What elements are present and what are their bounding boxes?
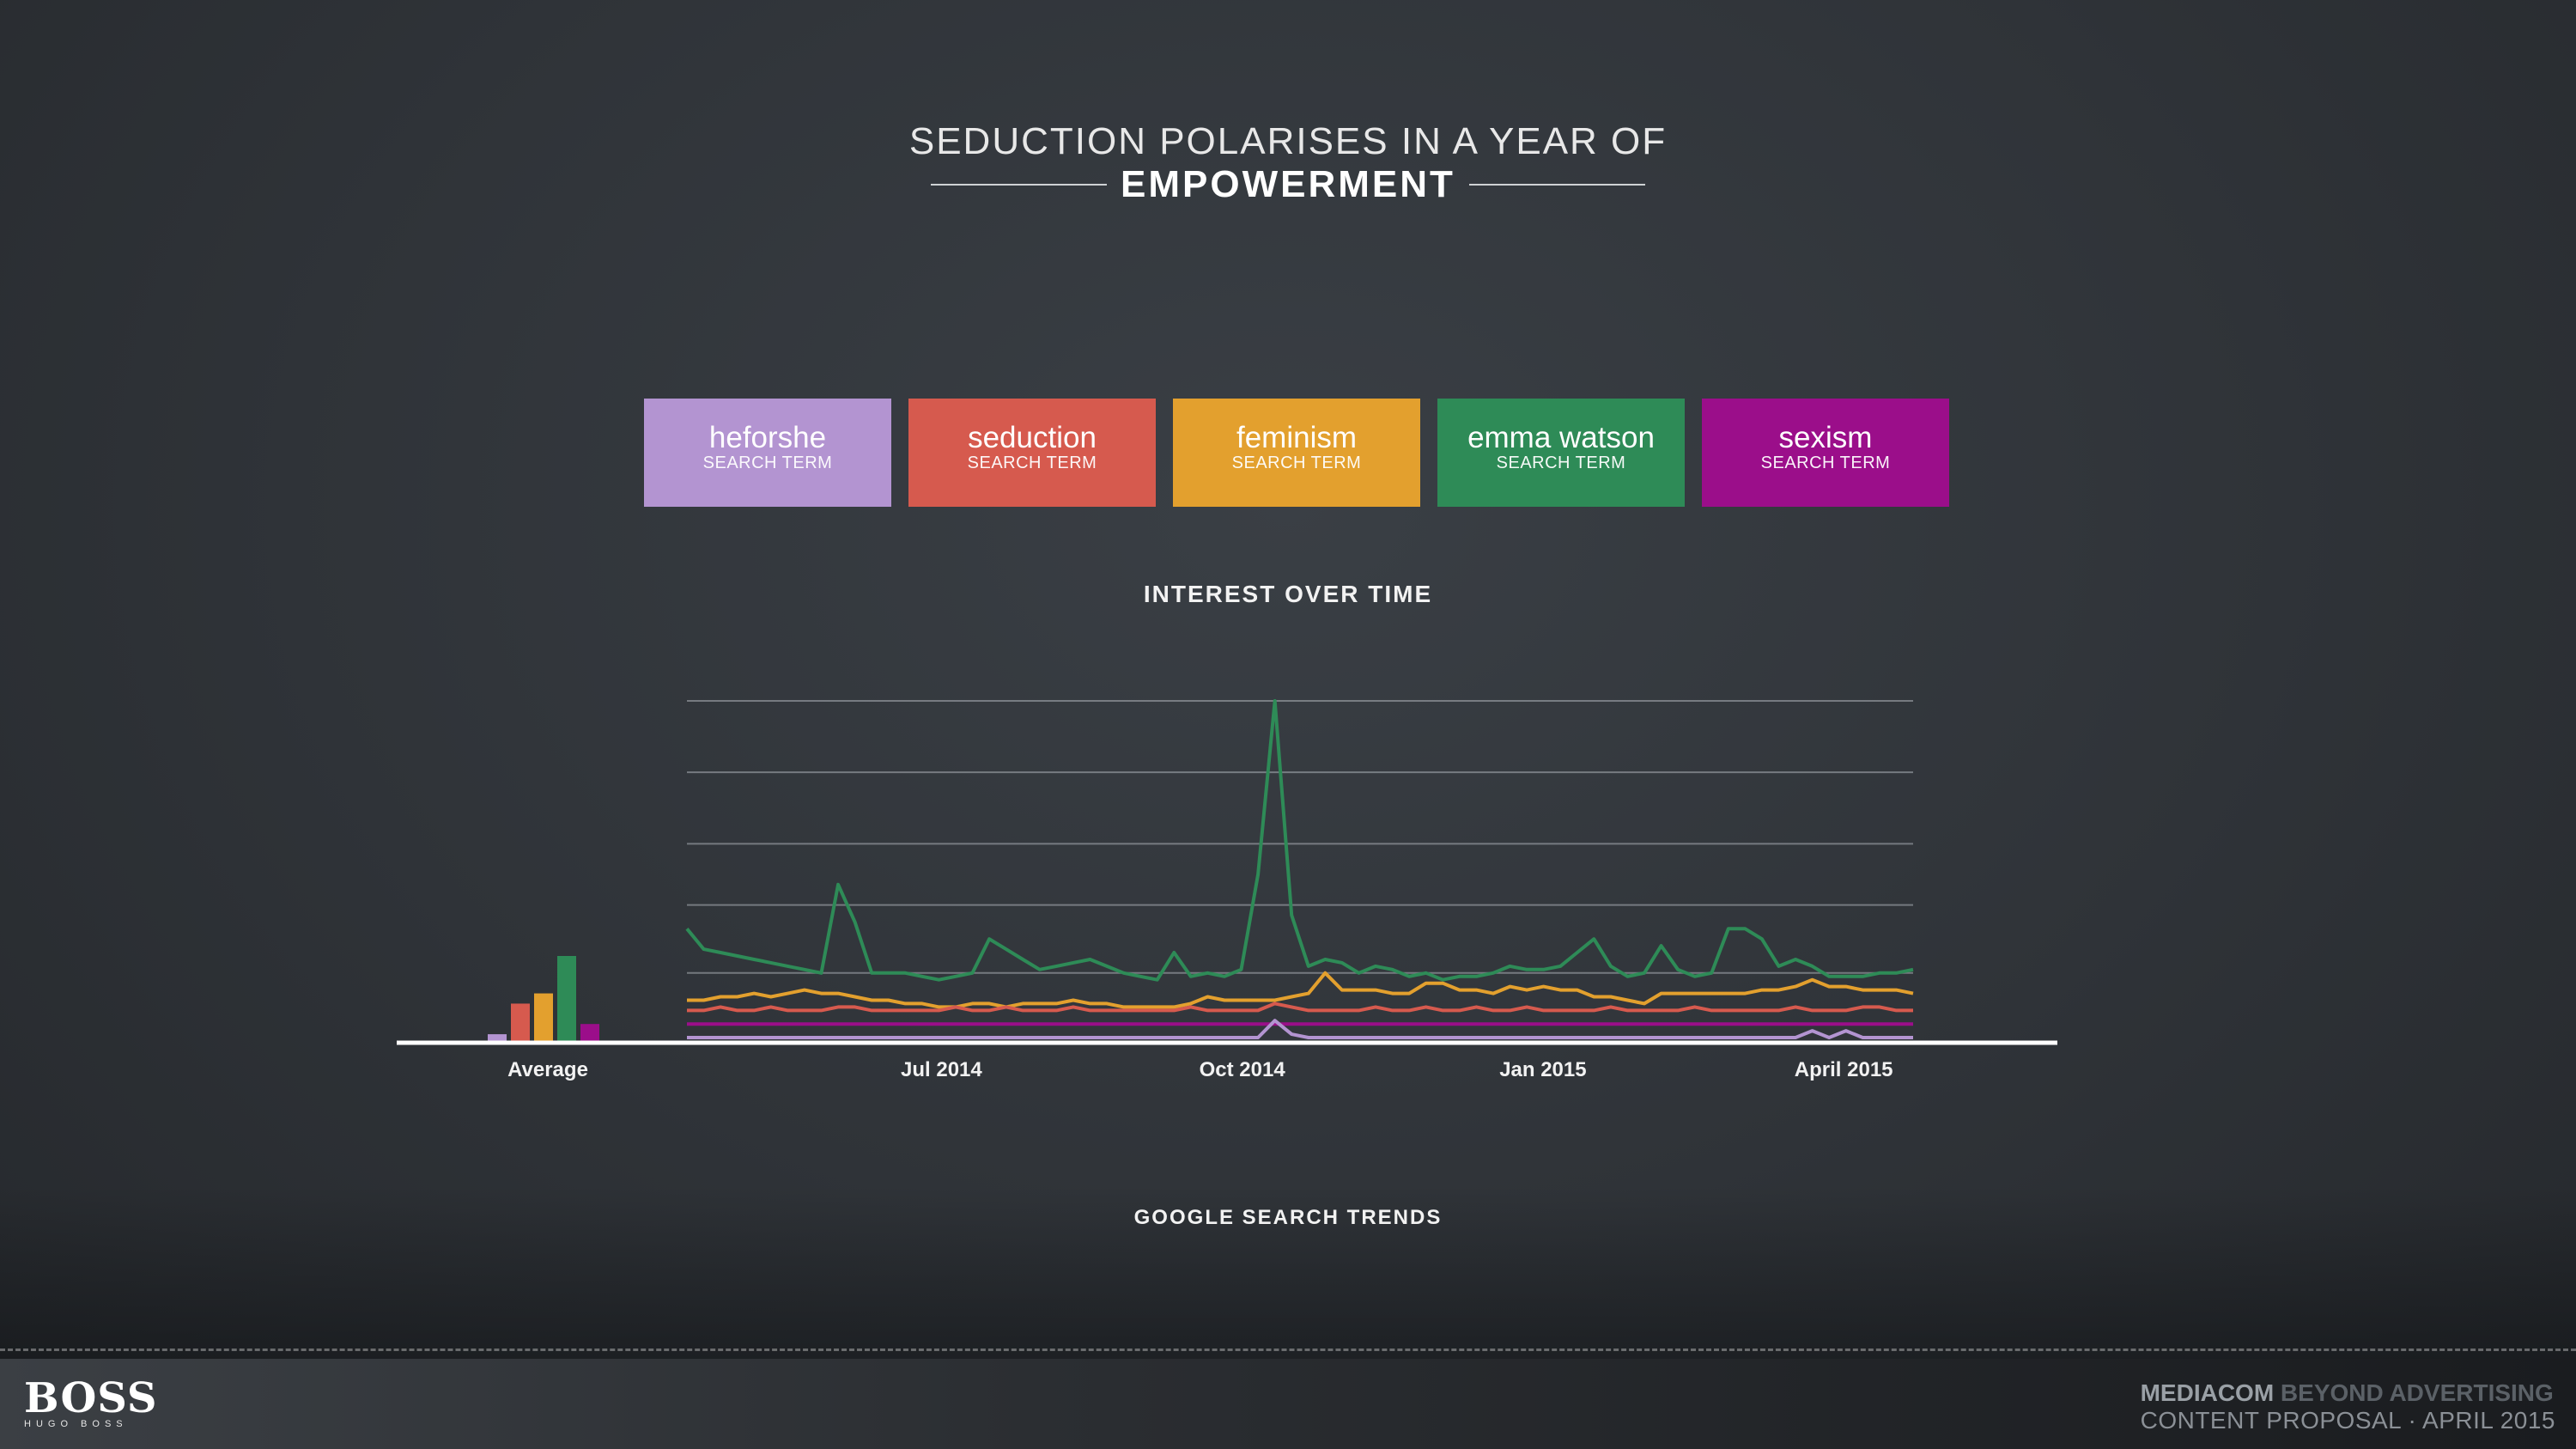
- legend-subtitle: SEARCH TERM: [702, 454, 833, 472]
- legend-term: feminism: [1236, 421, 1358, 454]
- series-line-emma-watson: [685, 699, 1914, 982]
- legend-item-seduction: seduction SEARCH TERM: [908, 399, 1156, 507]
- average-bar-heforshe: [488, 1034, 507, 1041]
- series-line-seduction: [687, 1002, 1913, 1013]
- agency-credit: MEDIACOM BEYOND ADVERTISING CONTENT PROP…: [2141, 1379, 2555, 1434]
- legend-item-feminism: feminism SEARCH TERM: [1173, 399, 1420, 507]
- x-tick-label: Jan 2015: [1499, 1058, 1586, 1081]
- brand-name: BOSS: [24, 1374, 158, 1422]
- average-bar-feminism: [534, 993, 553, 1041]
- series-line-heforshe: [687, 1019, 1913, 1039]
- agency-name: MEDIACOM BEYOND ADVERTISING: [2141, 1379, 2555, 1407]
- legend-term: seduction: [968, 421, 1097, 454]
- legend-term: heforshe: [708, 421, 827, 454]
- title-rule-right: [1468, 184, 1645, 186]
- slide-subtitle-row: EMPOWERMENT: [0, 163, 2576, 206]
- title-rule-left: [931, 184, 1108, 186]
- source-note: GOOGLE SEARCH TRENDS: [1133, 1206, 1443, 1229]
- series-line-feminism: [687, 971, 1914, 1009]
- legend-term: emma watson: [1467, 421, 1655, 454]
- stitch-divider: [0, 1349, 2576, 1351]
- legend: heforshe SEARCH TERM seduction SEARCH TE…: [644, 399, 1949, 507]
- slide-title: SEDUCTION POLARISES IN A YEAR OF: [908, 120, 1668, 162]
- legend-item-emma-watson: emma watson SEARCH TERM: [1437, 399, 1685, 507]
- average-bar-emma-watson: [557, 956, 576, 1041]
- brand-subname: HUGO BOSS: [24, 1419, 128, 1429]
- average-bar-seduction: [511, 1003, 530, 1041]
- chart-title: INTEREST OVER TIME: [1143, 581, 1433, 607]
- legend-subtitle: SEARCH TERM: [1231, 454, 1362, 472]
- x-tick-label: Jul 2014: [901, 1058, 982, 1081]
- legend-subtitle: SEARCH TERM: [967, 454, 1097, 472]
- slide-subtitle: EMPOWERMENT: [1121, 163, 1455, 205]
- legend-subtitle: SEARCH TERM: [1760, 454, 1891, 472]
- x-tick-label-average: Average: [507, 1058, 588, 1081]
- agency-tagline: BEYOND ADVERTISING: [2280, 1379, 2554, 1406]
- average-bar-sexism: [580, 1024, 599, 1041]
- brand-logo: BOSS HUGO BOSS: [24, 1374, 158, 1429]
- legend-subtitle: SEARCH TERM: [1496, 454, 1626, 472]
- legend-item-heforshe: heforshe SEARCH TERM: [644, 399, 891, 507]
- legend-item-sexism: sexism SEARCH TERM: [1702, 399, 1949, 507]
- x-tick-label: Oct 2014: [1200, 1058, 1286, 1081]
- footer-bar: [0, 1359, 2576, 1449]
- agency-strong: MEDIACOM: [2140, 1379, 2275, 1406]
- x-tick-label: April 2015: [1795, 1058, 1893, 1081]
- proposal-date: CONTENT PROPOSAL · APRIL 2015: [2140, 1407, 2555, 1434]
- legend-term: sexism: [1778, 421, 1873, 454]
